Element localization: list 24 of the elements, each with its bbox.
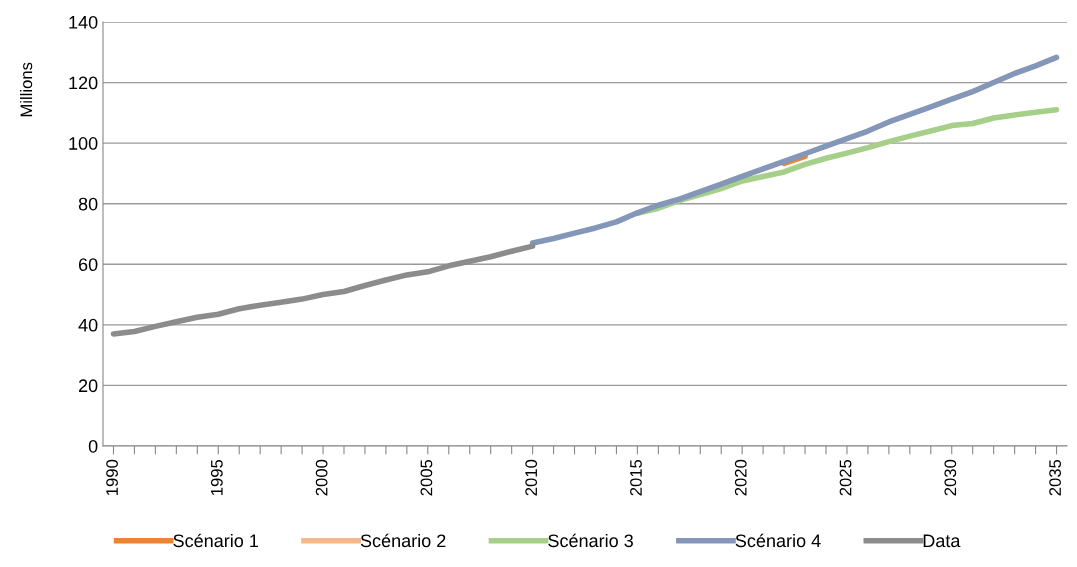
y-tick-label: 80 — [78, 197, 98, 211]
x-tick-label: 1990 — [106, 459, 118, 495]
y-tick-label: 60 — [78, 258, 98, 272]
x-tick-label: 2035 — [1049, 459, 1061, 496]
legend-label: Scénario 1 — [173, 533, 259, 548]
y-tick-label: 0 — [88, 439, 98, 453]
y-tick-label: 140 — [69, 15, 98, 29]
y-tick-label: 40 — [78, 318, 98, 332]
legend-label: Scénario 3 — [548, 533, 633, 548]
legend-label: Scénario 2 — [360, 533, 446, 548]
x-tick-label: 1995 — [210, 459, 223, 495]
y-axis-title: Millions — [19, 62, 33, 117]
legend-label: Data — [923, 534, 961, 548]
x-tick-label: 2025 — [839, 459, 852, 496]
y-tick-label: 100 — [69, 137, 98, 150]
x-tick-label: 2010 — [525, 459, 538, 496]
legend-label: Scénario 4 — [735, 533, 821, 548]
x-tick-label: 2020 — [734, 459, 747, 496]
x-tick-label: 2015 — [630, 459, 642, 496]
y-tick-label: 20 — [78, 379, 98, 393]
x-tick-label: 2005 — [420, 459, 433, 496]
y-tick-label: 120 — [69, 76, 98, 90]
x-tick-label: 2000 — [315, 459, 328, 496]
x-tick-label: 2030 — [944, 459, 957, 496]
